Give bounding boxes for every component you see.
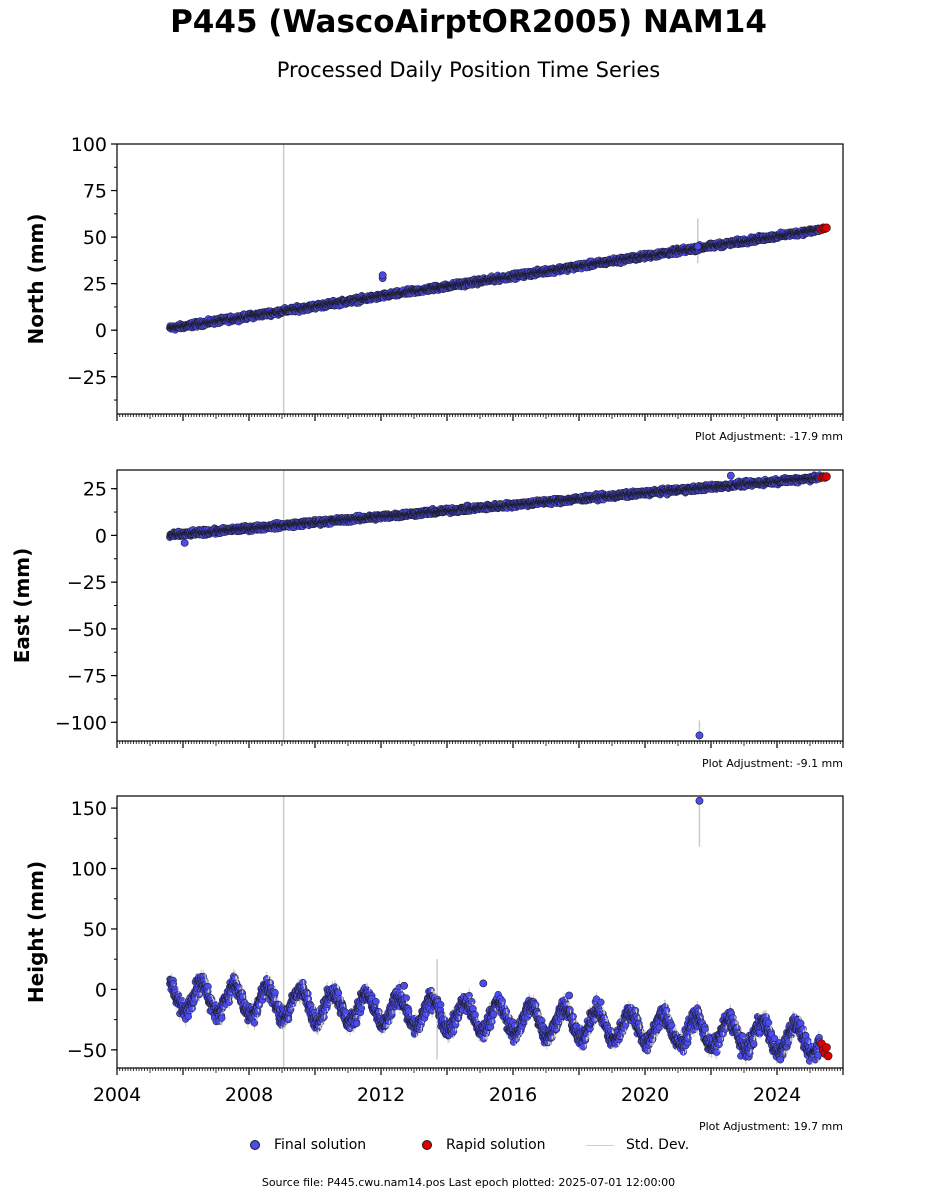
plot-adjustment-label: Plot Adjustment: -17.9 mm (695, 430, 843, 443)
y-tick-label: 100 (71, 134, 107, 156)
outlier-point-4 (400, 981, 408, 990)
y-tick-label: 150 (71, 798, 107, 820)
y-tick-label: −25 (67, 367, 107, 389)
chart-title: P445 (WascoAirptOR2005) NAM14 (170, 4, 767, 40)
y-tick-label: −75 (67, 666, 107, 688)
y-tick-label: 0 (95, 320, 107, 342)
y-tick-label: −50 (67, 619, 107, 641)
x-tick-label: 2024 (753, 1084, 801, 1106)
panel-3: −50 0 50 100 150 2004 2008 2012 2016 2020 2024 Heig… (24, 795, 844, 1133)
legend-final-label: Final solution (274, 1137, 367, 1153)
source-note: Source file: P445.cwu.nam14.pos Last epo… (261, 1176, 676, 1189)
rapid-point-4 (822, 472, 831, 481)
final-solution-points (166, 471, 824, 541)
legend-stddev-label: Std. Dev. (626, 1137, 690, 1153)
y-tick-label: 75 (83, 181, 107, 203)
y-axis-label: North (mm) (24, 213, 48, 344)
outlier-point-3 (693, 242, 702, 251)
y-tick-label: −100 (55, 712, 107, 734)
plot-adjustment-label: Plot Adjustment: -9.1 mm (702, 757, 843, 770)
final-solution-points (166, 224, 824, 334)
y-tick-label: 25 (83, 274, 107, 296)
outlier-point-1 (695, 796, 704, 805)
x-tick-label: 2012 (357, 1084, 405, 1106)
rapid-point-4 (822, 1043, 831, 1052)
y-tick-label: 50 (83, 919, 107, 941)
panel-2: −100 −75 −50 −25 0 25 East (mm) Plot Adjustment… (10, 469, 844, 770)
y-tick-label: 25 (83, 479, 107, 501)
outlier-point-2 (726, 471, 735, 480)
x-tick-label: 2008 (225, 1084, 273, 1106)
outlier-point-2 (479, 979, 488, 988)
y-tick-label: 0 (95, 525, 107, 547)
outlier-point-2 (378, 271, 387, 280)
y-tick-label: 0 (95, 979, 107, 1001)
y-axis-label: East (mm) (10, 548, 34, 664)
outlier-point-3 (565, 991, 573, 1000)
plot-adjustment-label: Plot Adjustment: 19.7 mm (699, 1120, 843, 1133)
plot-area (166, 796, 833, 1068)
plot-area (166, 470, 831, 741)
legend-rapid-label: Rapid solution (446, 1137, 546, 1153)
rapid-solution-marker-icon (422, 1140, 432, 1150)
y-tick-label: 100 (71, 859, 107, 881)
x-tick-label: 2020 (621, 1084, 669, 1106)
chart-subtitle: Processed Daily Position Time Series (276, 58, 661, 82)
y-tick-label: −25 (67, 572, 107, 594)
legend-final: Final solution (250, 1137, 366, 1153)
final-solution-marker-icon (250, 1140, 260, 1150)
y-axis-label: Height (mm) (24, 861, 48, 1003)
rapid-point-4 (822, 223, 831, 233)
final-solution-points (166, 968, 824, 1066)
rapid-point-5 (823, 1051, 833, 1061)
outlier-point-1 (695, 731, 704, 740)
x-tick-label: 2004 (93, 1084, 141, 1106)
outlier-point-3 (180, 538, 189, 547)
y-tick-label: 50 (83, 227, 107, 249)
y-tick-label: −50 (67, 1040, 107, 1062)
outlier-point-5 (776, 1055, 785, 1064)
plot-area (166, 144, 831, 414)
legend-stddev: Std. Dev. (586, 1137, 689, 1153)
panel-1: −25 0 25 50 75 100 North (mm) Plot Adjustment: … (24, 134, 844, 443)
legend-rapid: Rapid solution (422, 1137, 546, 1153)
x-tick-label: 2016 (489, 1084, 537, 1106)
std-dev-line-icon (586, 1144, 614, 1146)
